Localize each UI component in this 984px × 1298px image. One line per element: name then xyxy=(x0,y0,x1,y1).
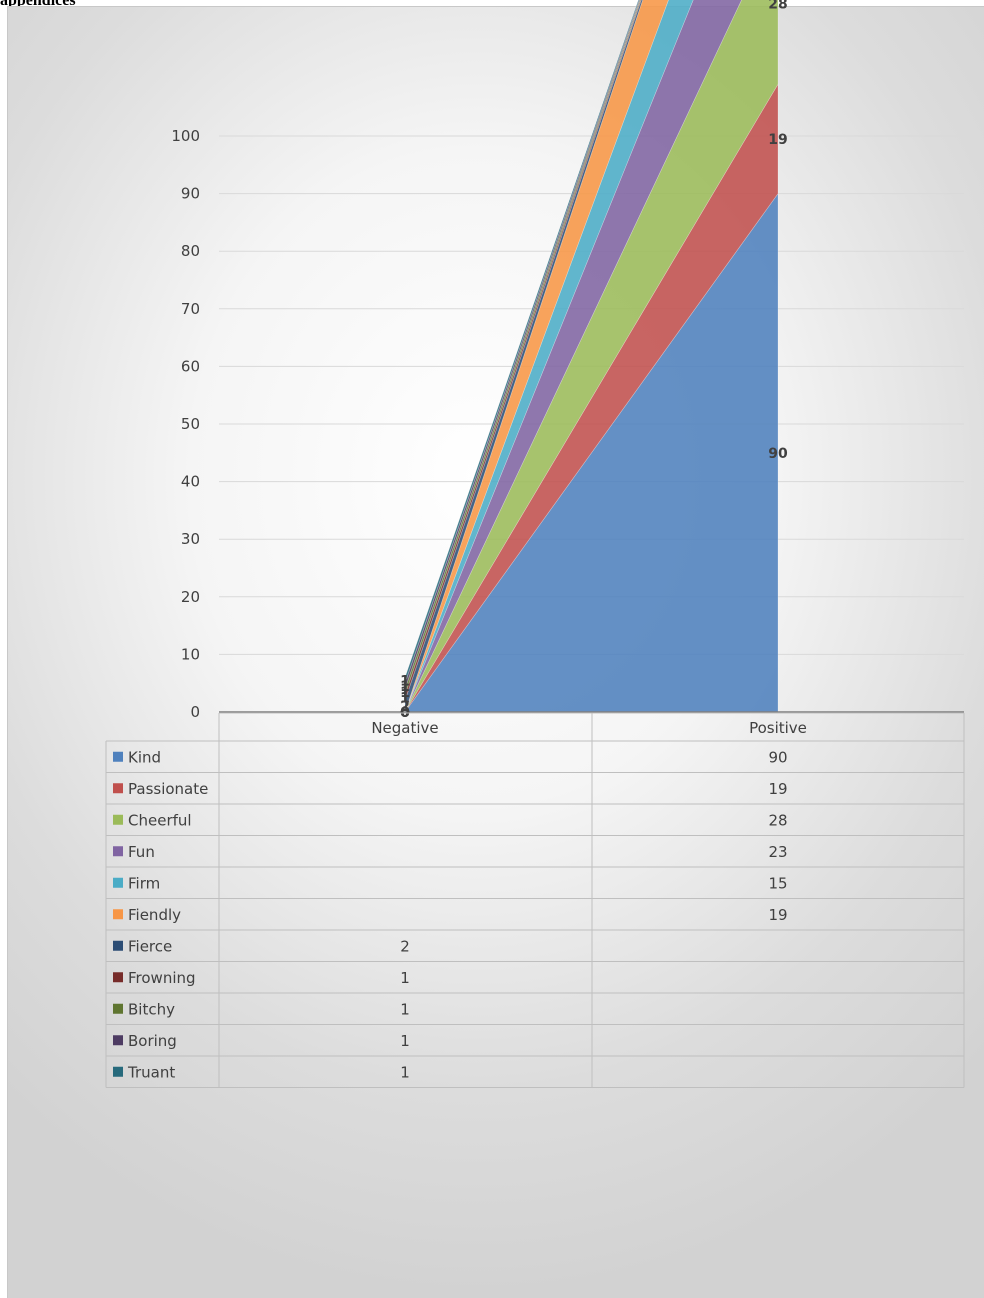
y-tick-label: 70 xyxy=(181,300,200,318)
series-areas xyxy=(219,0,964,713)
data-label: 90 xyxy=(768,446,788,462)
area-series-frowning xyxy=(404,0,642,701)
legend-key xyxy=(113,972,123,983)
legend-key xyxy=(113,940,123,951)
data-label: 1 xyxy=(400,673,410,689)
table-value: 2 xyxy=(400,937,410,955)
area-series-fierce xyxy=(404,0,643,713)
legend-entry: Firm xyxy=(128,874,160,892)
legend-entry: Cheerful xyxy=(128,811,192,829)
legend-entry: Fun xyxy=(128,843,155,861)
legend-entry: Truant xyxy=(127,1063,175,1081)
table-value: 19 xyxy=(768,780,787,798)
y-axis-ticks: 0 10 20 30 40 50 60 70 80 90 100 xyxy=(171,127,200,721)
legend-entry: Fiendly xyxy=(128,906,181,924)
y-tick-label: 40 xyxy=(181,473,200,491)
y-tick-label: 30 xyxy=(181,530,200,548)
legend-key xyxy=(113,1066,123,1077)
x-category-label: Negative xyxy=(371,719,438,737)
legend-entry: Bitchy xyxy=(128,1000,175,1018)
y-tick-label: 60 xyxy=(181,357,200,375)
data-label: 1 xyxy=(400,685,410,701)
y-tick-label: 20 xyxy=(181,588,200,606)
legend-key xyxy=(113,814,123,825)
legend-entry: Kind xyxy=(128,748,161,766)
x-category-label: Positive xyxy=(749,719,807,737)
y-tick-label: 10 xyxy=(181,645,200,663)
data-table: Negative Positive Kind 90 Passionate 19 Cheerf… xyxy=(105,712,965,1088)
table-value: 23 xyxy=(768,843,787,861)
area-series-truant xyxy=(404,0,640,684)
table-value: 90 xyxy=(768,748,787,766)
y-tick-label: 50 xyxy=(181,415,200,433)
legend-key xyxy=(113,751,123,762)
legend-entry: Frowning xyxy=(128,969,196,987)
data-label: 2 xyxy=(400,699,410,715)
legend-key xyxy=(113,909,123,920)
data-label: 1 xyxy=(400,679,410,695)
y-tick-label: 100 xyxy=(171,127,200,145)
data-label: 19 xyxy=(768,132,787,148)
data-label: 28 xyxy=(768,0,787,13)
legend-key xyxy=(113,1003,123,1014)
table-value: 1 xyxy=(400,1000,410,1018)
table-value: 19 xyxy=(768,906,787,924)
table-value: 28 xyxy=(768,811,787,829)
table-value: 1 xyxy=(400,1063,410,1081)
table-value: 15 xyxy=(768,874,787,892)
page-heading: appendices xyxy=(0,0,76,9)
legend-key xyxy=(113,783,123,794)
legend-key xyxy=(113,846,123,857)
legend-key xyxy=(113,1035,123,1046)
legend-entry: Passionate xyxy=(128,780,208,798)
y-tick-label: 80 xyxy=(181,242,200,260)
data-label: 1 xyxy=(400,691,410,707)
legend-entry: Boring xyxy=(128,1032,177,1050)
table-value: 1 xyxy=(400,1032,410,1050)
y-tick-label: 90 xyxy=(181,185,200,203)
legend-entry: Fierce xyxy=(128,937,172,955)
legend-key xyxy=(113,877,123,888)
table-value: 1 xyxy=(400,969,410,987)
y-tick-label: 0 xyxy=(190,703,200,721)
